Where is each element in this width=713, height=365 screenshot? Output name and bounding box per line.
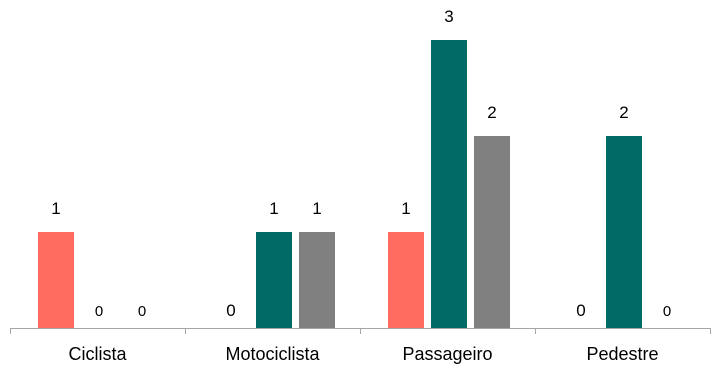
data-label: 0: [576, 301, 585, 320]
x-axis-ticks: [10, 328, 711, 334]
data-label: 1: [269, 199, 278, 218]
data-labels-group: 1 0 1 0 0 1 3 2 0 1 2 0: [51, 7, 671, 320]
bar: [474, 136, 510, 328]
data-label: 0: [226, 301, 235, 320]
x-tick-label: Pedestre: [586, 344, 658, 364]
bars-group: [38, 40, 642, 328]
data-label: 1: [401, 199, 410, 218]
data-label: 0: [138, 303, 146, 320]
data-label: 2: [487, 103, 496, 122]
data-label: 1: [312, 199, 321, 218]
x-axis-tick-labels: Ciclista Motociclista Passageiro Pedestre: [68, 344, 658, 364]
bar: [431, 40, 467, 328]
data-label: 2: [619, 103, 628, 122]
data-label: 3: [444, 7, 453, 26]
bar: [388, 232, 424, 328]
bar: [256, 232, 292, 328]
x-tick-label: Passageiro: [402, 344, 492, 364]
data-label: 0: [95, 303, 103, 320]
bar: [606, 136, 642, 328]
data-label: 1: [51, 199, 60, 218]
x-tick-label: Ciclista: [68, 344, 127, 364]
bar: [38, 232, 74, 328]
x-tick-label: Motociclista: [225, 344, 320, 364]
data-label: 0: [663, 303, 671, 320]
bar: [299, 232, 335, 328]
